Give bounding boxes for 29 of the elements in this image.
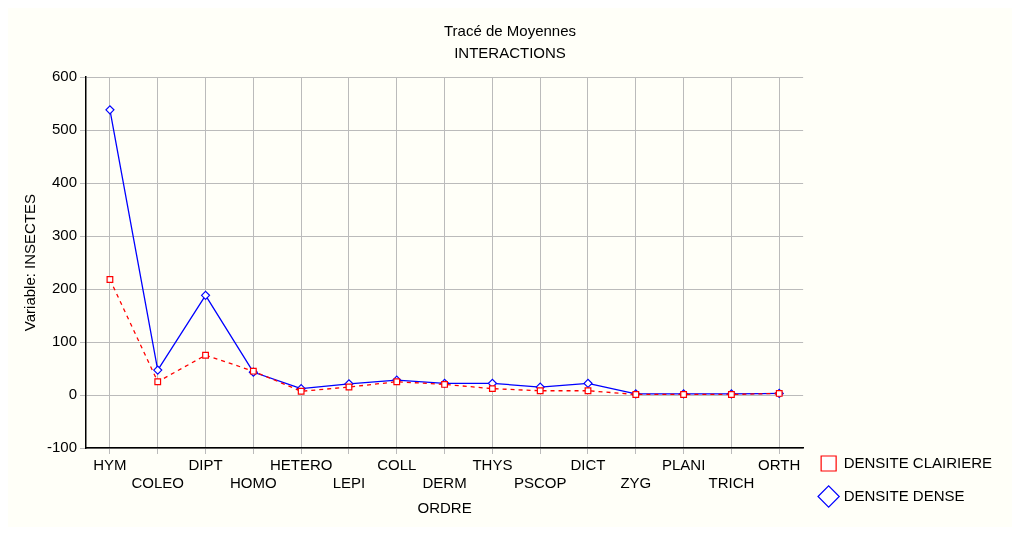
chart-title: Tracé de Moyennes <box>443 22 577 40</box>
x-tick-label: ZYG <box>620 474 652 492</box>
legend-label: DENSITE DENSE <box>843 486 965 504</box>
x-tick-label: PLANI <box>661 456 706 474</box>
y-axis-title: Variable: INSECTES <box>21 193 39 332</box>
y-tick-label: 300 <box>51 226 78 244</box>
x-tick-label: LEPI <box>332 474 366 492</box>
x-tick-label: PSCOP <box>513 474 567 492</box>
y-tick-label: 500 <box>51 120 78 138</box>
y-tick-label: 400 <box>51 173 78 191</box>
x-tick-label: TRICH <box>708 474 755 492</box>
x-tick-label: DIPT <box>188 456 223 474</box>
x-tick-label: HETERO <box>269 456 333 474</box>
x-tick-label: DERM <box>422 474 467 492</box>
y-tick-label: 200 <box>51 279 78 297</box>
x-tick-label: ORTH <box>758 456 801 474</box>
x-axis-title: ORDRE <box>417 499 472 517</box>
x-tick-label: HYM <box>93 456 127 474</box>
y-tick-label: 100 <box>51 332 78 350</box>
x-tick-label: DICT <box>570 456 606 474</box>
chart-subtitle: INTERACTIONS <box>454 44 566 62</box>
y-tick-label: -100 <box>46 438 78 456</box>
x-tick-label: THYS <box>472 456 513 474</box>
y-tick-label: 600 <box>51 67 78 85</box>
x-tick-label: HOMO <box>230 474 277 492</box>
x-tick-label: COLEO <box>131 474 184 492</box>
legend-label: DENSITE CLAIRIERE <box>843 453 993 471</box>
y-tick-label: 0 <box>68 385 78 403</box>
x-tick-label: COLL <box>377 456 417 474</box>
